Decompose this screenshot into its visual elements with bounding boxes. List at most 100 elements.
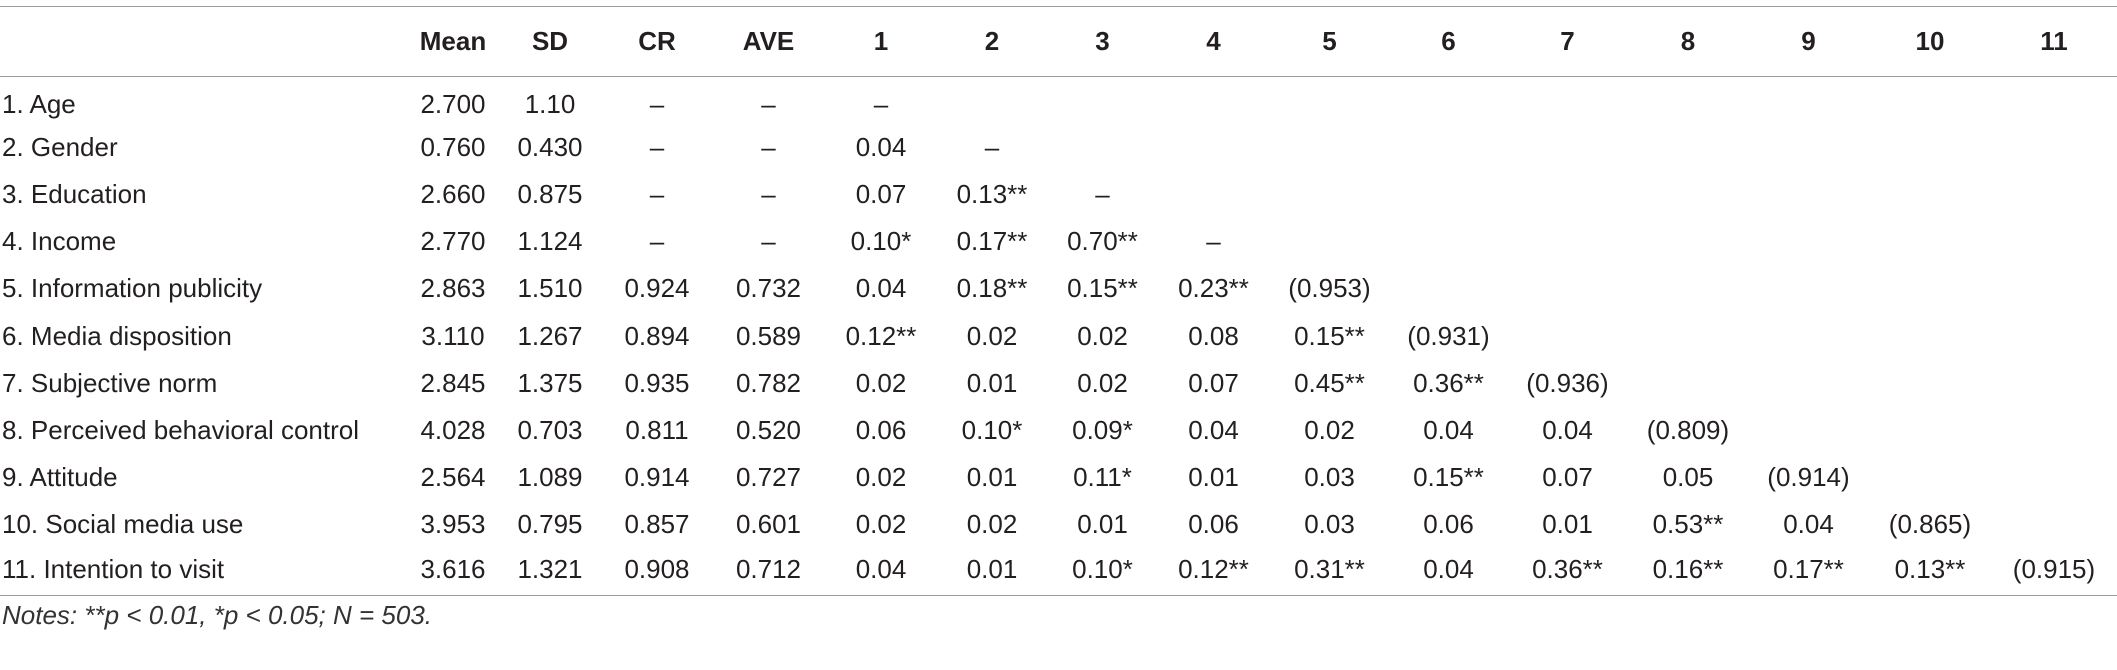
table-cell (1869, 124, 1991, 171)
table-cell: (0.915) (1991, 548, 2117, 597)
table-row: 3. Education 2.660 0.875 – – 0.07 0.13** – (0, 171, 2117, 218)
table-cell (1628, 218, 1748, 265)
table-cell: 0.12** (845, 320, 917, 351)
table-cell: 0.04 (1188, 414, 1239, 445)
table-cell: 1.375 (517, 367, 583, 398)
table-cell: 1.267 (517, 320, 583, 351)
table-cell: 0.760 (420, 131, 486, 162)
table-cell: 0.924 (624, 273, 690, 304)
table-cell: 0.10* (850, 226, 912, 257)
table-cell (1869, 360, 1991, 407)
table-cell (1390, 171, 1507, 218)
table-cell (1390, 265, 1507, 312)
table-cell: 0.02 (1304, 414, 1355, 445)
table-cell: 0.23** (1178, 273, 1249, 304)
table-cell: 0.07 (855, 178, 907, 209)
header-cell: 3 (1047, 6, 1158, 77)
table-cell: 0.09* (1072, 414, 1133, 445)
header-cell (0, 6, 408, 77)
table-cell: 0.15** (1294, 320, 1365, 351)
table-cell: 1.321 (498, 548, 602, 597)
table-cell (1869, 312, 1991, 359)
table-cell (1869, 218, 1991, 265)
header-cell: 10 (1869, 6, 1991, 77)
table-cell (1628, 124, 1748, 171)
table-cell (1748, 265, 1869, 312)
table-cell (1869, 454, 1991, 501)
table-cell (1507, 77, 1628, 124)
table-cell: 0.17** (956, 226, 1028, 257)
table-cell (1158, 124, 1269, 171)
table-cell: – (761, 131, 776, 162)
table-cell: 0.08 (1188, 320, 1239, 351)
table-notes: Notes: **p < 0.01, *p < 0.05; N = 503. (2, 600, 433, 630)
variable-label: 2. Gender (2, 131, 118, 162)
table-cell (1748, 360, 1869, 407)
table-cell: (0.936) (1526, 367, 1609, 398)
table-cell (1748, 312, 1869, 359)
table-cell: 0.15** (1413, 462, 1484, 493)
table-cell: 0.36** (1507, 548, 1628, 597)
table-cell: 0.17** (1748, 548, 1869, 597)
variable-label: 6. Media disposition (2, 320, 232, 351)
table-cell (1748, 407, 1869, 454)
table-cell: 0.04 (1423, 414, 1474, 445)
table-cell: 0.16** (1628, 548, 1748, 597)
table-cell: 2.660 (420, 178, 486, 209)
table-cell: 0.04 (825, 548, 937, 597)
table-row: 6. Media disposition 3.110 1.267 0.894 0.589… (0, 312, 2117, 359)
table-cell: 0.15** (1067, 273, 1138, 304)
table-cell (1991, 124, 2117, 171)
header-cell: SD (498, 6, 602, 77)
table-cell: – (649, 88, 665, 119)
table-cell (1047, 77, 1158, 124)
table-cell (1748, 171, 1869, 218)
table-cell: – (649, 131, 665, 162)
table-cell (1991, 265, 2117, 312)
table-row: 1. Age 2.700 1.10 – – – (0, 77, 2117, 124)
table-cell: 0.908 (602, 548, 712, 597)
header-cell: 7 (1507, 6, 1628, 77)
table-cell (1991, 171, 2117, 218)
table-cell (1869, 171, 1991, 218)
table-cell (1748, 77, 1869, 124)
table-cell: 0.05 (1662, 462, 1714, 493)
table-cell: 0.36** (1413, 367, 1484, 398)
table-cell: 3.616 (408, 548, 498, 597)
table-cell: 1.10 (524, 88, 576, 119)
table-row: 2. Gender 0.760 0.430 – – 0.04 – (0, 124, 2117, 171)
table-cell: 0.18** (956, 273, 1028, 304)
table-cell: 0.02 (966, 509, 1018, 540)
variable-label: 7. Subjective norm (2, 367, 218, 398)
table-cell: 1.089 (517, 462, 583, 493)
table-cell: (0.809) (1646, 414, 1730, 445)
header-cell: CR (602, 6, 712, 77)
table-cell: – (649, 226, 665, 257)
table-cell: 0.01 (1077, 509, 1128, 540)
table-cell (1991, 454, 2117, 501)
table-cell (1507, 312, 1628, 359)
table-cell: 2.770 (420, 226, 486, 257)
table-cell: 0.10* (1047, 548, 1158, 597)
table-cell: 0.06 (1423, 509, 1474, 540)
table-cell (1869, 77, 1991, 124)
table-cell (1991, 360, 2117, 407)
variable-label: 9. Attitude (2, 462, 118, 493)
header-cell: 5 (1269, 6, 1390, 77)
table-cell: 0.520 (735, 414, 802, 445)
table-cell: 0.712 (712, 548, 825, 597)
table-cell (937, 77, 1047, 124)
table-cell (1390, 124, 1507, 171)
variable-label: 5. Information publicity (2, 273, 263, 304)
header-cell: 11 (1991, 6, 2117, 77)
table-cell: 0.07 (1542, 462, 1593, 493)
header-cell: 6 (1390, 6, 1507, 77)
table-cell: 1.510 (517, 273, 583, 304)
table-cell (1748, 124, 1869, 171)
table-cell: 0.703 (517, 414, 583, 445)
table-cell: 0.02 (855, 462, 907, 493)
table-cell: 0.02 (1077, 320, 1128, 351)
table-cell: 0.857 (624, 509, 690, 540)
table-cell: 0.13** (1869, 548, 1991, 597)
